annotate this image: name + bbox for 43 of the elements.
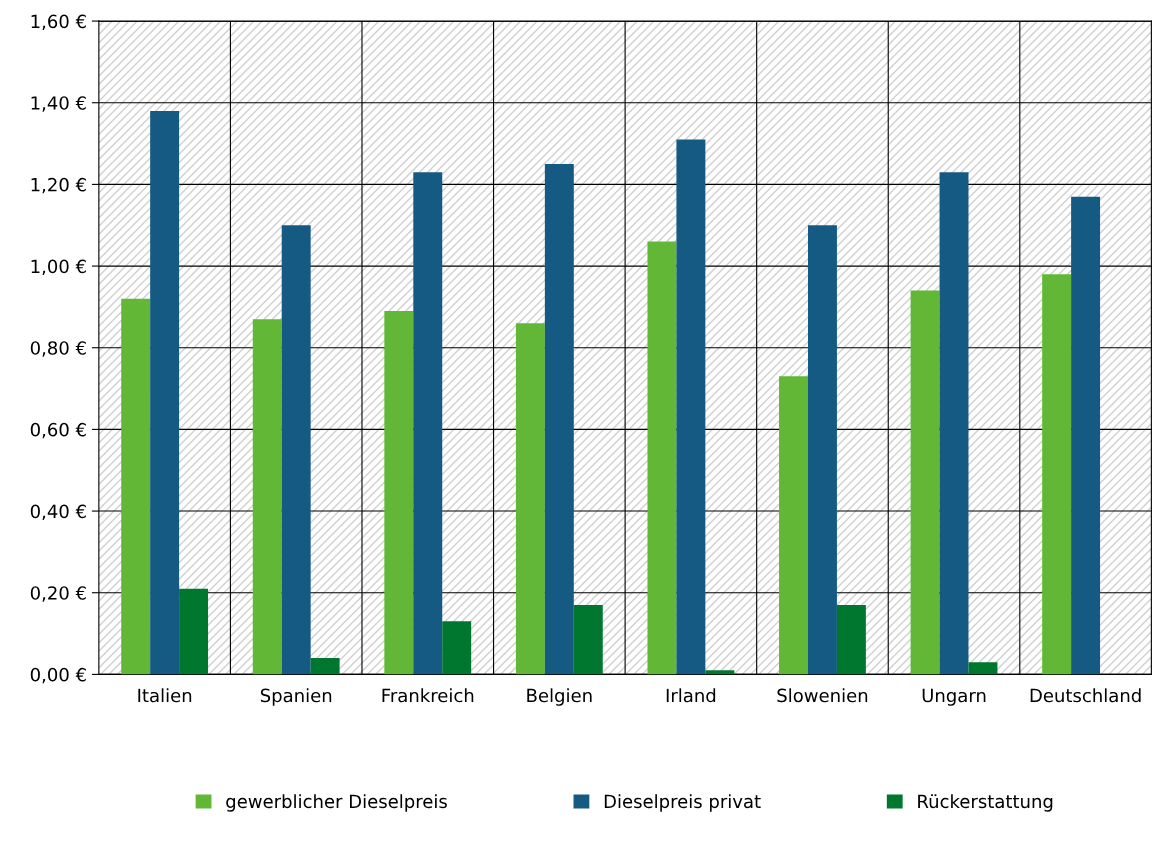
bar (836, 604, 866, 675)
bar (281, 225, 311, 675)
x-tick-label: Deutschland (1030, 688, 1141, 703)
bar (310, 658, 340, 675)
bar (939, 172, 969, 675)
y-tick-label: 1,40 € (31, 96, 86, 112)
y-tick-label: 1,60 € (31, 14, 86, 31)
bar (676, 139, 706, 675)
x-tick-label: Italien (138, 688, 192, 703)
bar (1042, 274, 1072, 675)
bar (252, 319, 282, 675)
x-tick-label: Ungarn (922, 688, 986, 706)
legend-label: gewerblicher Dieselpreis (226, 794, 447, 812)
bar (384, 310, 414, 675)
legend-label: Rückerstattung (918, 794, 1053, 812)
x-tick-label: Irland (666, 688, 716, 703)
bar (647, 241, 677, 675)
y-tick-label: 0,00 € (30, 667, 86, 684)
bar (442, 621, 472, 675)
bar (807, 225, 837, 675)
bar (1071, 196, 1101, 675)
bar (150, 110, 180, 675)
bar (544, 163, 574, 675)
y-tick-label: 0,60 € (30, 422, 86, 439)
bar (515, 323, 545, 675)
bar (179, 588, 209, 675)
bar (573, 604, 603, 675)
y-tick-label: 0,40 € (30, 504, 86, 521)
x-tick-label: Spanien (260, 688, 332, 706)
bar (121, 298, 151, 675)
x-tick-label: Slowenien (777, 688, 868, 703)
bar (779, 376, 808, 675)
y-tick-label: 1,00 € (31, 259, 86, 276)
bar (910, 290, 940, 675)
x-tick-label: Frankreich (382, 688, 474, 703)
bar (413, 172, 443, 675)
y-tick-label: 1,20 € (31, 177, 86, 194)
bar (968, 662, 998, 675)
legend-label: Dieselpreis privat (604, 794, 761, 812)
bar (705, 670, 735, 675)
x-tick-label: Belgien (527, 688, 592, 706)
y-tick-label: 0,20 € (30, 586, 86, 602)
y-tick-label: 0,80 € (30, 341, 86, 357)
